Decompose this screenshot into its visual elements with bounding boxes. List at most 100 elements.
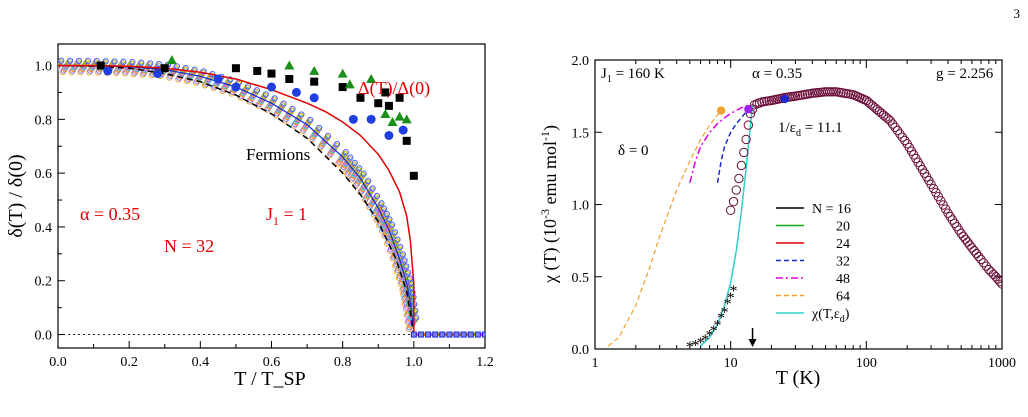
left-y-tick-label: 0.2	[35, 275, 53, 290]
left-ensemble-dot	[253, 87, 261, 94]
left-triangle-point	[380, 108, 391, 118]
right-y-tick-label: 1.5	[572, 126, 590, 141]
left-ensemble-dot	[129, 58, 136, 66]
left-tail-mark	[425, 331, 432, 338]
right-star-point: *	[706, 328, 714, 345]
left-ensemble-dot	[155, 60, 163, 68]
left-y-tick-label: 0.6	[35, 167, 53, 182]
left-ensemble-dot	[66, 57, 74, 64]
left-circle-point	[153, 69, 163, 79]
left-x-tick-label: 0.2	[120, 355, 138, 370]
left-ensemble-dot	[389, 221, 396, 228]
right-ticks: 1 10 100 1000 0.0 0.5 1.0 1.5 2.0	[572, 54, 1017, 371]
left-ensemble-dot	[403, 263, 410, 270]
left-x-tick-label: 1.2	[476, 355, 494, 370]
right-open-circle	[997, 279, 1002, 289]
left-square-point	[384, 101, 393, 110]
right-open-circle	[962, 237, 973, 247]
left-tail-mark	[482, 331, 485, 338]
right-g-annotation: g = 2.256	[936, 66, 994, 82]
right-star-point: *	[720, 304, 728, 321]
right-legend-label: N = 16	[812, 202, 851, 217]
left-circle-point	[213, 74, 223, 84]
right-y-tick-label: 0.5	[572, 271, 590, 286]
right-star-point: *	[724, 296, 732, 313]
right-y-tick-label: 1.0	[572, 199, 590, 214]
left-ensemble-dot	[307, 116, 314, 123]
left-triangle-point	[401, 114, 412, 124]
right-open-circle	[995, 276, 1002, 287]
right-open-circle	[978, 258, 989, 268]
left-ensemble-dot	[356, 165, 363, 172]
right-open-circle	[981, 261, 991, 271]
left-ensemble-dot	[138, 59, 145, 66]
left-ensemble-dot	[350, 161, 357, 168]
left-ensemble-dot	[262, 91, 269, 98]
right-open-circle	[736, 160, 747, 171]
left-circle-point	[291, 87, 301, 97]
right-legend: N = 16 20 24 32 48 64 χ(T,εd)	[776, 202, 851, 325]
right-star-point: *	[697, 335, 705, 352]
left-y-tick-label: 1.0	[35, 60, 53, 75]
left-square-point	[402, 136, 411, 145]
left-ensemble-dot	[397, 243, 404, 251]
left-square-point	[253, 66, 262, 75]
right-legend-label: 48	[836, 272, 850, 287]
right-open-circle	[725, 205, 736, 215]
left-ensemble-dot	[332, 142, 340, 149]
left-ensemble-dot	[387, 223, 395, 230]
left-ensemble-dot	[200, 68, 207, 75]
left-ensemble-dot	[360, 170, 367, 177]
left-ensemble-dot	[399, 251, 406, 258]
right-x-tick-label: 1	[592, 356, 599, 371]
left-square-point	[409, 171, 418, 180]
left-circle-point	[103, 66, 113, 76]
left-ensemble-dot	[58, 57, 65, 64]
right-open-circle	[887, 119, 898, 129]
left-ensemble-dot	[393, 238, 400, 245]
left-x-tick-label: 0.0	[49, 355, 67, 370]
right-legend-label: 64	[836, 290, 850, 305]
left-triangle-point	[387, 117, 398, 127]
right-x-tick-label: 10	[724, 356, 738, 371]
left-ensemble-dot	[279, 102, 286, 109]
left-circle-point	[267, 82, 276, 92]
right-star-point: *	[717, 310, 725, 327]
left-ensemble-dot	[306, 118, 313, 125]
left-ensemble-dot	[252, 88, 259, 95]
right-n64-line	[607, 108, 725, 347]
left-square-point	[356, 93, 365, 102]
right-open-circle	[971, 248, 982, 259]
left-ensemble-dot	[270, 96, 277, 104]
right-open-circle	[895, 129, 905, 139]
right-purple-point	[744, 104, 753, 114]
left-square-point	[267, 69, 276, 78]
left-x-tick-label: 0.8	[334, 355, 352, 370]
right-legend-label: χ(T,εd)	[811, 307, 850, 325]
left-ensemble-dot	[244, 83, 252, 90]
right-open-circle	[739, 147, 749, 158]
left-ensemble-dot	[102, 58, 109, 65]
left-x-axis-label: T / T_SP	[234, 368, 306, 390]
left-triangle-point	[166, 55, 177, 65]
right-y-axis-label: χ (T) (10-3 emu mol-1)	[538, 125, 561, 284]
left-ensemble-dot	[315, 126, 322, 133]
left-gap-line	[58, 64, 415, 335]
left-ensemble-dot	[385, 217, 392, 225]
right-n48-line	[689, 104, 751, 183]
left-ensemble-dot	[75, 57, 83, 64]
arrow-head	[748, 339, 757, 347]
left-ensemble-dot	[333, 140, 341, 148]
left-circle-point	[348, 114, 358, 124]
right-open-circle	[900, 135, 910, 146]
left-square-point	[395, 93, 404, 102]
right-star-point: *	[730, 283, 738, 300]
left-ensemble-dot	[398, 252, 405, 260]
left-ensemble-dot	[341, 150, 348, 157]
left-circle-point	[231, 82, 241, 92]
left-ensemble-dot	[298, 111, 305, 118]
right-legend-label: 32	[836, 255, 850, 270]
left-square-point	[310, 77, 319, 86]
right-open-circle	[974, 251, 984, 262]
